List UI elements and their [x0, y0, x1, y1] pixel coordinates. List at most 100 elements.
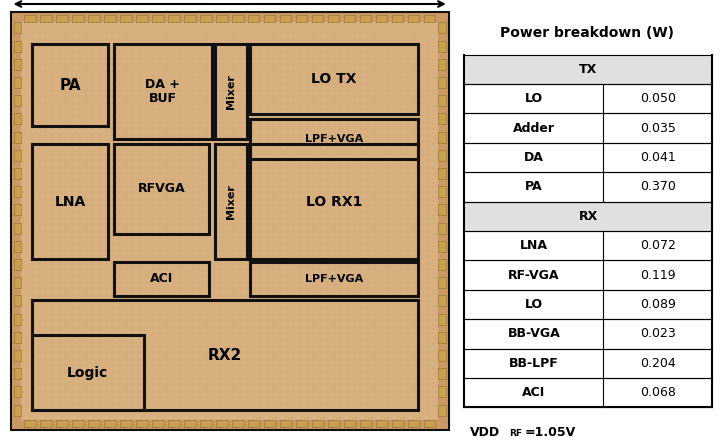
Text: RF-VGA: RF-VGA: [508, 269, 559, 281]
Bar: [250, 119, 418, 159]
Bar: [264, 15, 276, 22]
Bar: [215, 144, 247, 259]
Bar: [200, 15, 212, 22]
Text: RX2: RX2: [208, 348, 242, 362]
Bar: [14, 332, 22, 343]
Bar: [280, 420, 292, 427]
Bar: [14, 150, 22, 161]
Bar: [438, 368, 446, 379]
Bar: [280, 15, 292, 22]
Text: RFVGA: RFVGA: [138, 182, 186, 195]
Bar: [40, 15, 52, 22]
Bar: [14, 386, 22, 397]
Text: LPF+VGA: LPF+VGA: [305, 274, 363, 284]
Bar: [24, 15, 35, 22]
Text: LNA: LNA: [520, 239, 548, 252]
Text: 0.068: 0.068: [640, 386, 676, 399]
Bar: [408, 15, 420, 22]
Bar: [250, 144, 418, 259]
Text: 3mm: 3mm: [466, 200, 481, 242]
Bar: [14, 241, 22, 252]
Bar: [464, 290, 712, 319]
Text: 3mm: 3mm: [209, 0, 251, 2]
Bar: [328, 420, 339, 427]
Bar: [312, 15, 323, 22]
Bar: [14, 41, 22, 52]
Bar: [200, 420, 212, 427]
Bar: [464, 260, 712, 290]
Bar: [376, 420, 387, 427]
Bar: [104, 15, 116, 22]
Bar: [438, 77, 446, 88]
Bar: [88, 15, 99, 22]
Text: RX: RX: [579, 210, 598, 223]
Bar: [24, 420, 35, 427]
Bar: [216, 15, 228, 22]
Bar: [232, 15, 243, 22]
Bar: [438, 313, 446, 325]
Text: LO: LO: [525, 298, 543, 311]
Text: LPF+VGA: LPF+VGA: [305, 134, 363, 144]
Bar: [136, 15, 148, 22]
Bar: [136, 420, 148, 427]
Bar: [14, 222, 22, 234]
Bar: [376, 15, 387, 22]
Bar: [464, 55, 712, 84]
Bar: [438, 95, 446, 106]
Text: PA: PA: [60, 78, 81, 92]
Bar: [438, 277, 446, 288]
Bar: [328, 15, 339, 22]
Bar: [392, 420, 403, 427]
Text: 0.050: 0.050: [640, 92, 676, 105]
Bar: [438, 404, 446, 416]
Text: 0.041: 0.041: [640, 151, 676, 164]
Bar: [14, 277, 22, 288]
Bar: [438, 204, 446, 215]
Bar: [438, 332, 446, 343]
Bar: [464, 143, 712, 172]
Bar: [296, 15, 307, 22]
Text: LO TX: LO TX: [311, 72, 356, 86]
Bar: [152, 420, 163, 427]
Bar: [14, 259, 22, 270]
Bar: [343, 15, 356, 22]
Bar: [438, 222, 446, 234]
Text: PA: PA: [525, 180, 543, 194]
Bar: [120, 15, 132, 22]
Bar: [438, 386, 446, 397]
Bar: [14, 114, 22, 124]
Text: LO RX1: LO RX1: [306, 194, 362, 209]
Bar: [14, 23, 22, 33]
Bar: [264, 420, 276, 427]
Text: DA: DA: [524, 151, 544, 164]
Text: 0.023: 0.023: [640, 327, 676, 341]
Bar: [248, 420, 259, 427]
Bar: [438, 59, 446, 70]
Bar: [464, 231, 712, 260]
Bar: [250, 262, 418, 296]
Bar: [438, 23, 446, 33]
Bar: [438, 168, 446, 179]
Bar: [343, 420, 356, 427]
Bar: [14, 204, 22, 215]
Bar: [248, 15, 259, 22]
Text: ACI: ACI: [150, 273, 174, 285]
Bar: [184, 420, 196, 427]
Bar: [14, 168, 22, 179]
Bar: [438, 295, 446, 306]
Bar: [215, 44, 247, 139]
Bar: [360, 15, 372, 22]
Bar: [464, 84, 712, 113]
Bar: [14, 295, 22, 306]
Text: Adder: Adder: [513, 122, 555, 135]
Text: 0.072: 0.072: [640, 239, 676, 252]
Bar: [438, 186, 446, 197]
Bar: [464, 349, 712, 378]
Bar: [14, 95, 22, 106]
Bar: [32, 44, 109, 126]
Bar: [14, 77, 22, 88]
Bar: [120, 420, 132, 427]
Bar: [464, 378, 712, 408]
Bar: [408, 420, 420, 427]
Bar: [250, 44, 418, 114]
